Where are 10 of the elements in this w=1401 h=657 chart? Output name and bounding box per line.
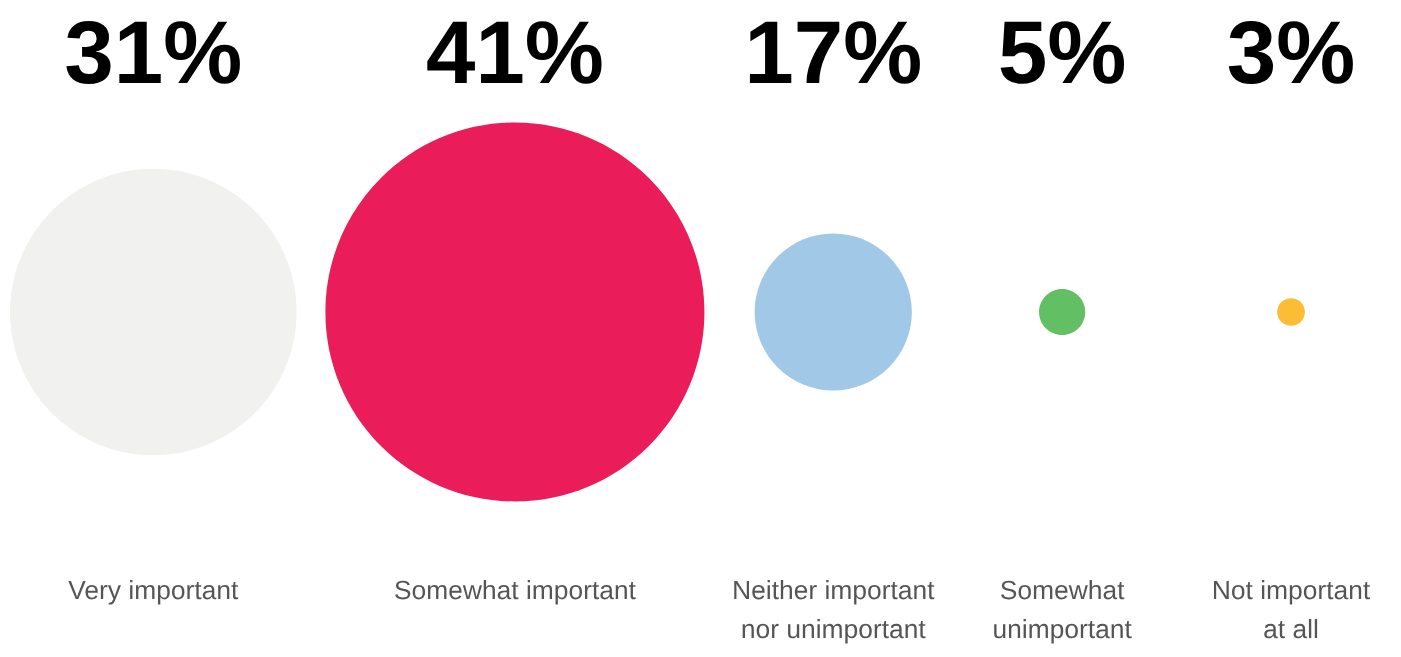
category-label: Somewhat unimportant (994, 580, 1132, 644)
category-label: Very important (68, 580, 239, 605)
category-label: Neither important nor unimportant (734, 580, 935, 644)
data-label: 3% (1228, 20, 1353, 84)
data-label: 17% (749, 21, 920, 84)
category-label: Somewhat important (395, 580, 636, 605)
data-label: 41% (427, 21, 602, 84)
category-label: Not important at all (1213, 580, 1371, 639)
data-label: 31% (66, 20, 240, 84)
data-label: 5% (1000, 21, 1125, 84)
